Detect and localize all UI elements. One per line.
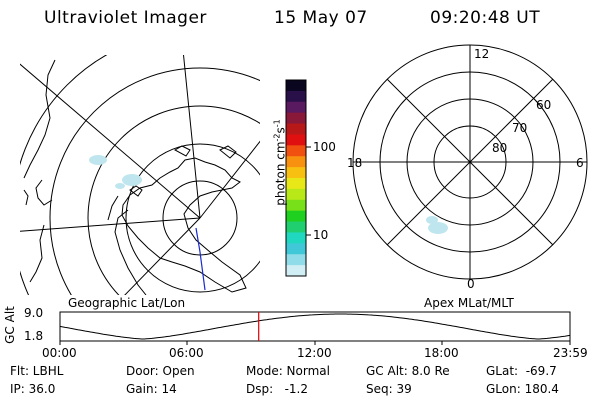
apex-aurora-emission <box>426 216 448 234</box>
status-door: Door: Open <box>126 364 195 378</box>
geographic-map <box>20 55 260 295</box>
mlt-label-0: 0 <box>467 277 475 291</box>
status-gc-alt: GC Alt: 8.0 Re <box>366 364 450 378</box>
colorbar-label-10: 10 <box>313 228 329 242</box>
gc-alt-xtick-4: 23:59 <box>553 346 588 360</box>
status-dsp: Dsp: -1.2 <box>246 382 309 396</box>
colorbar-band <box>286 134 306 146</box>
colorbar-band <box>286 112 306 125</box>
satellite-ground-track <box>195 227 206 291</box>
status-seq: Seq: 39 <box>366 382 412 396</box>
colorbar-band <box>286 243 306 255</box>
geo-panel-label: Geographic Lat/Lon <box>68 296 186 310</box>
mlat-label-80: 80 <box>492 141 508 155</box>
gc-alt-ytick-bottom: 1.8 <box>24 329 44 343</box>
apex-polar-grid <box>352 44 588 280</box>
gc-alt-xtick-1: 06:00 <box>169 346 204 360</box>
status-gain: Gain: 14 <box>126 382 177 396</box>
gc-alt-xtick-2: 12:00 <box>297 346 332 360</box>
status-mode: Mode: Normal <box>246 364 330 378</box>
geo-aurora-emission <box>89 155 142 189</box>
apex-panel-label: Apex MLat/MLT <box>424 296 514 310</box>
mlat-label-70: 70 <box>512 121 528 135</box>
colorbar-band <box>286 101 306 114</box>
colorbar-band <box>286 232 306 244</box>
instrument-title: Ultraviolet Imager <box>44 8 207 28</box>
colorbar-frame <box>285 79 307 277</box>
colorbar-band <box>286 156 306 168</box>
colorbar-band <box>286 199 306 212</box>
colorbar-band <box>286 221 306 233</box>
gc-alt-ylabel: GC Alt <box>3 306 17 344</box>
colorbar-band <box>286 80 306 92</box>
colorbar-label-100: 100 <box>313 140 336 154</box>
colorbar-band <box>286 123 306 135</box>
colorbar <box>286 80 306 277</box>
gc-alt-xticks <box>59 341 571 345</box>
colorbar-band <box>286 167 306 179</box>
colorbar-unit-label: photon cm-2s-1 <box>272 119 288 206</box>
status-ip: IP: 36.0 <box>10 382 56 396</box>
colorbar-band <box>286 265 306 277</box>
status-glon: GLon: 180.4 <box>486 382 559 396</box>
time-label: 09:20:48 UT <box>430 8 541 28</box>
gc-alt-ytick-top: 9.0 <box>24 306 44 320</box>
gc-alt-curve <box>59 313 571 340</box>
status-flt: Flt: LBHL <box>10 364 64 378</box>
gc-alt-xtick-0: 00:00 <box>42 346 77 360</box>
colorbar-band <box>286 178 306 190</box>
mlt-label-6: 6 <box>576 156 584 170</box>
mlat-label-60: 60 <box>536 98 552 112</box>
colorbar-band <box>286 210 306 223</box>
gc-alt-xtick-3: 18:00 <box>424 346 459 360</box>
colorbar-band <box>286 90 306 103</box>
gc-alt-plot-frame <box>59 311 571 342</box>
colorbar-band <box>286 145 306 157</box>
status-glat: GLat: -69.7 <box>486 364 557 378</box>
mlt-label-12: 12 <box>474 47 490 61</box>
date-label: 15 May 07 <box>274 8 368 28</box>
colorbar-band <box>286 254 306 266</box>
mlt-label-18: 18 <box>347 156 363 170</box>
colorbar-band <box>286 188 306 201</box>
